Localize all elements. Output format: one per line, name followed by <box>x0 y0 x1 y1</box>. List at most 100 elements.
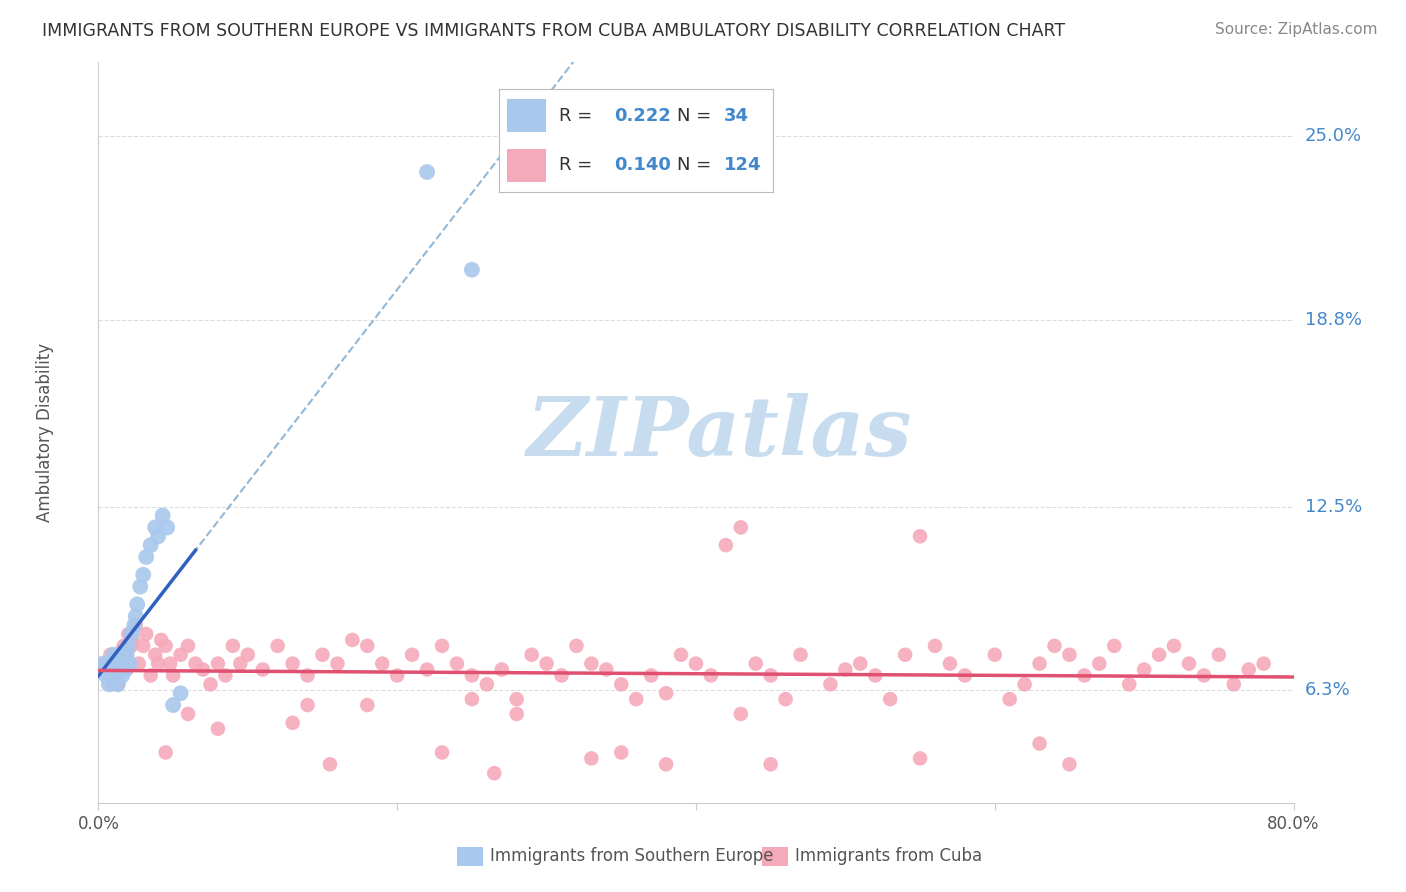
Point <box>222 639 245 653</box>
Text: Immigrants from Cuba: Immigrants from Cuba <box>796 847 983 865</box>
Text: 34: 34 <box>724 107 749 125</box>
Point <box>685 657 707 671</box>
Point <box>1104 639 1126 653</box>
Point <box>118 657 141 671</box>
Point <box>879 692 901 706</box>
Point <box>640 668 662 682</box>
Point <box>177 639 200 653</box>
Point <box>610 746 633 760</box>
Point <box>1163 639 1185 653</box>
Point <box>461 262 484 277</box>
Point <box>1088 657 1111 671</box>
Point <box>834 663 856 677</box>
Point <box>111 668 134 682</box>
Point <box>107 677 129 691</box>
Point <box>894 648 917 662</box>
Point <box>1178 657 1201 671</box>
Point <box>669 648 692 662</box>
Point <box>1133 663 1156 677</box>
Text: 25.0%: 25.0% <box>1305 128 1362 145</box>
Point <box>626 692 648 706</box>
Point <box>152 508 174 523</box>
Point <box>112 639 135 653</box>
Point <box>1073 668 1095 682</box>
Text: 6.3%: 6.3% <box>1305 681 1350 699</box>
Text: N =: N = <box>678 107 717 125</box>
Point <box>103 657 125 671</box>
Point <box>98 668 122 682</box>
Point <box>150 632 173 647</box>
Point <box>356 639 378 653</box>
Point <box>461 692 484 706</box>
Point <box>984 648 1007 662</box>
Point <box>135 549 157 564</box>
Point <box>125 618 148 632</box>
Point <box>114 663 136 677</box>
Point <box>132 639 155 653</box>
Point <box>1014 677 1036 691</box>
Point <box>132 567 155 582</box>
Point <box>207 722 229 736</box>
Point <box>207 657 229 671</box>
Point <box>162 668 184 682</box>
Point <box>214 668 236 682</box>
Point <box>953 668 976 682</box>
Point <box>1059 757 1081 772</box>
Point <box>91 657 114 671</box>
Point <box>143 520 166 534</box>
FancyBboxPatch shape <box>508 149 546 181</box>
Point <box>104 654 127 668</box>
Point <box>229 657 252 671</box>
Point <box>200 677 222 691</box>
Point <box>105 668 128 682</box>
Point <box>162 698 184 712</box>
Point <box>610 677 633 691</box>
Point <box>745 657 768 671</box>
Point <box>1237 663 1260 677</box>
Point <box>446 657 468 671</box>
Point <box>655 686 678 700</box>
Point <box>416 165 439 179</box>
Point <box>939 657 962 671</box>
Point <box>120 639 142 653</box>
Point <box>849 657 872 671</box>
Point <box>148 529 170 543</box>
Point <box>105 668 128 682</box>
Point <box>127 598 149 612</box>
Point <box>96 663 118 677</box>
Point <box>184 657 207 671</box>
Point <box>565 639 588 653</box>
Point <box>714 538 737 552</box>
Point <box>908 751 931 765</box>
Point <box>1028 737 1050 751</box>
Point <box>281 657 304 671</box>
Text: 12.5%: 12.5% <box>1305 498 1362 516</box>
Point <box>104 663 127 677</box>
Point <box>297 668 319 682</box>
Point <box>148 657 170 671</box>
Point <box>129 580 152 594</box>
Point <box>461 668 484 682</box>
Point <box>700 668 723 682</box>
Point <box>730 706 752 721</box>
Point <box>94 657 117 671</box>
Point <box>159 657 181 671</box>
FancyBboxPatch shape <box>457 847 484 866</box>
Point <box>108 654 131 668</box>
Point <box>125 609 148 624</box>
Point <box>416 663 439 677</box>
Point <box>139 668 162 682</box>
Point <box>484 766 506 780</box>
Point <box>110 648 132 662</box>
Point <box>139 538 162 552</box>
Point <box>120 627 142 641</box>
Point <box>115 663 138 677</box>
Point <box>97 668 120 682</box>
Point <box>94 668 117 682</box>
Point <box>506 706 529 721</box>
Point <box>924 639 946 653</box>
Point <box>177 706 200 721</box>
Point <box>759 757 782 772</box>
Point <box>191 663 214 677</box>
Point <box>101 657 124 671</box>
